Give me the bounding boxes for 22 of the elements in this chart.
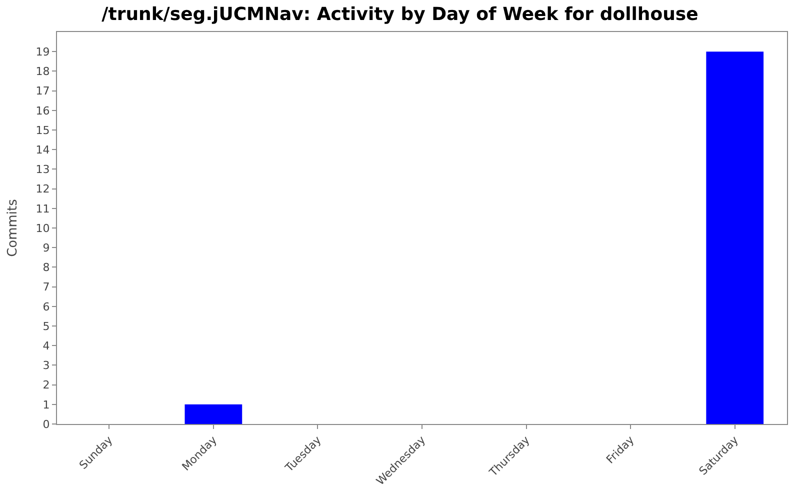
y-tick-label: 11 bbox=[36, 202, 50, 216]
y-axis-title: Commits bbox=[6, 198, 21, 257]
chart-title: /trunk/seg.jUCMNav: Activity by Day of Week for dollhouse bbox=[102, 4, 698, 26]
y-tick-label: 3 bbox=[42, 359, 50, 372]
y-tick-label: 1 bbox=[42, 398, 50, 412]
y-tick-label: 13 bbox=[36, 163, 50, 176]
y-tick-label: 12 bbox=[36, 182, 50, 196]
y-tick-label: 14 bbox=[36, 143, 50, 156]
y-tick-label: 9 bbox=[42, 241, 50, 254]
y-tick-label: 18 bbox=[36, 65, 50, 78]
y-tick-label: 8 bbox=[42, 261, 50, 274]
y-tick-label: 0 bbox=[42, 418, 50, 431]
y-tick-label: 5 bbox=[42, 320, 50, 333]
y-tick-label: 15 bbox=[36, 124, 50, 137]
y-tick-label: 6 bbox=[42, 300, 50, 314]
y-tick-label: 4 bbox=[42, 339, 50, 352]
y-tick-label: 17 bbox=[36, 84, 50, 98]
y-tick-label: 2 bbox=[42, 378, 50, 392]
y-tick-label: 7 bbox=[42, 280, 50, 294]
y-tick-label: 10 bbox=[36, 222, 50, 235]
y-tick-label: 19 bbox=[36, 45, 50, 58]
y-tick-label: 16 bbox=[36, 104, 50, 118]
